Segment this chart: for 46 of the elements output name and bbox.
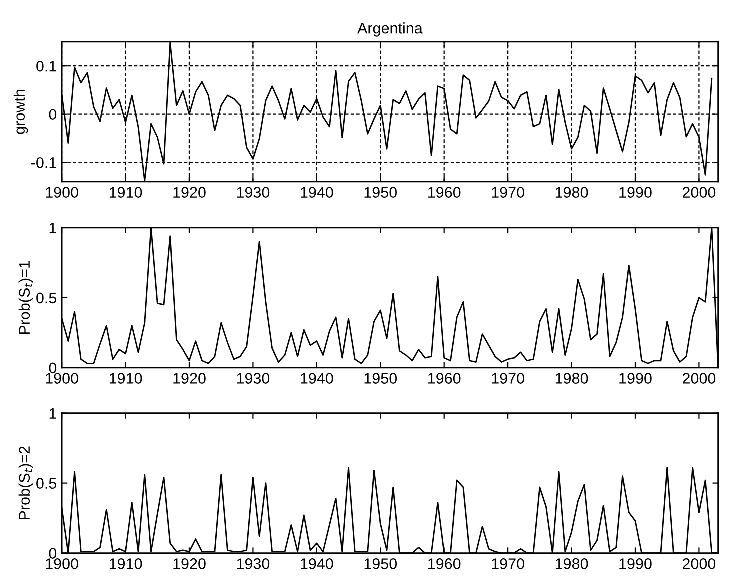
x-tick-label: 1950 bbox=[364, 187, 398, 198]
x-tick-label: 2000 bbox=[682, 558, 716, 570]
x-tick-label: 2000 bbox=[682, 373, 716, 384]
x-tick-label: 2000 bbox=[682, 187, 716, 198]
y-tick-label: 0 bbox=[49, 548, 57, 559]
x-tick-label: 1960 bbox=[428, 558, 461, 570]
x-tick-label: 1940 bbox=[301, 187, 334, 198]
x-tick-label: 1960 bbox=[428, 373, 461, 384]
y-tick-label: 0 bbox=[49, 109, 57, 120]
x-tick-label: 1990 bbox=[620, 373, 652, 384]
x-tick-label: 1980 bbox=[556, 373, 588, 384]
x-tick-label: 1920 bbox=[174, 373, 206, 384]
x-tick-label: 1910 bbox=[110, 373, 142, 384]
x-tick-label: 1930 bbox=[237, 373, 270, 384]
y-tick-label: 0.1 bbox=[36, 60, 56, 72]
x-tick-label: 1900 bbox=[46, 187, 78, 198]
x-tick-label: 1990 bbox=[620, 558, 652, 570]
x-tick-label: 1950 bbox=[364, 558, 398, 570]
x-tick-label: 1900 bbox=[46, 558, 78, 570]
x-tick-label: 1940 bbox=[301, 373, 334, 384]
y-tick-label: 0 bbox=[49, 362, 57, 374]
x-tick-label: 1920 bbox=[174, 187, 206, 198]
x-tick-label: 1980 bbox=[556, 187, 588, 198]
y-axis-title: Prob(S$_{t}$)=1 bbox=[18, 261, 34, 334]
x-tick-label: 1980 bbox=[556, 558, 588, 570]
x-tick-label: 1930 bbox=[237, 558, 270, 570]
x-tick-label: 1910 bbox=[110, 187, 142, 198]
x-tick-label: 1940 bbox=[301, 558, 334, 570]
x-tick-label: 1920 bbox=[174, 558, 206, 570]
y-tick-label: -0.1 bbox=[32, 157, 56, 168]
x-tick-label: 1910 bbox=[110, 558, 142, 570]
x-tick-label: 1970 bbox=[492, 558, 524, 570]
x-tick-label: 1970 bbox=[492, 187, 524, 198]
y-tick-label: 1 bbox=[50, 408, 56, 419]
x-tick-label: 1990 bbox=[620, 187, 652, 198]
x-tick-label: 1970 bbox=[492, 373, 524, 384]
y-axis-title: growth bbox=[14, 90, 28, 134]
y-axis-title: Prob(S$_{t}$)=2 bbox=[18, 446, 34, 520]
chart-title: Argentina bbox=[358, 22, 423, 37]
x-tick-label: 1950 bbox=[364, 373, 398, 384]
x-tick-label: 1900 bbox=[46, 373, 78, 384]
x-tick-label: 1930 bbox=[237, 187, 270, 198]
y-tick-label: 1 bbox=[50, 222, 56, 234]
y-tick-label: 0.5 bbox=[36, 478, 57, 489]
x-tick-label: 1960 bbox=[428, 187, 461, 198]
y-tick-label: 0.5 bbox=[36, 292, 57, 304]
